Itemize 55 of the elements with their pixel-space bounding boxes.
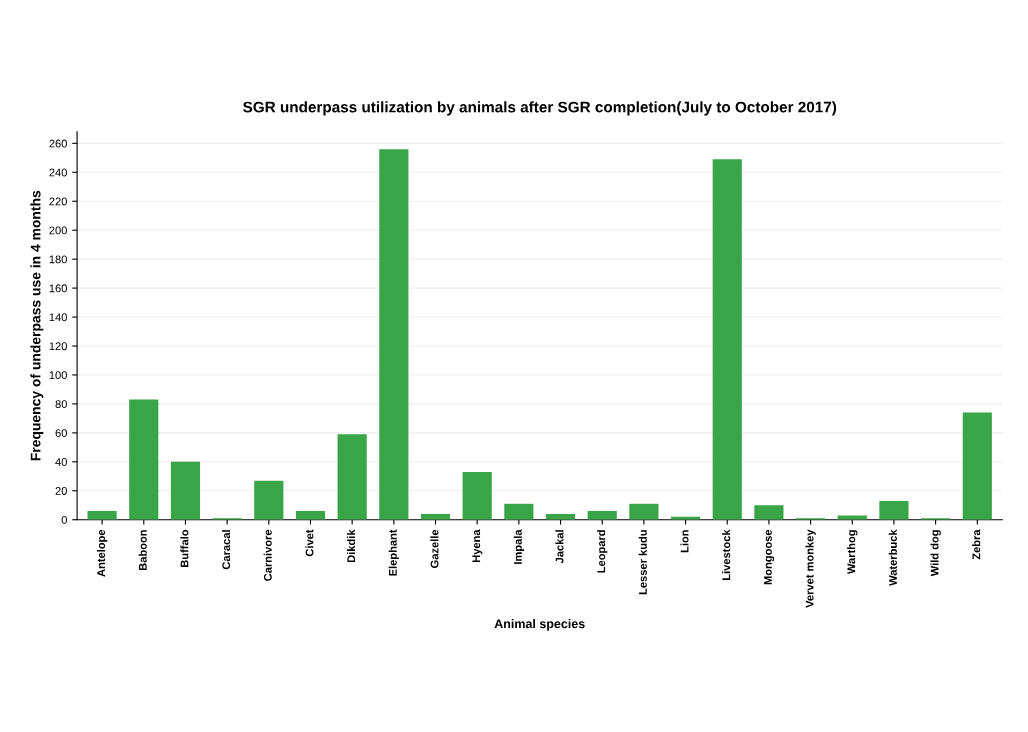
bar	[337, 434, 367, 520]
x-tick-label: Lesser kudu	[638, 530, 647, 595]
x-tick-label: Vervet monkey	[805, 529, 816, 608]
x-tick-label: Buffalo	[180, 529, 189, 567]
x-tick-label: Mongoose	[764, 529, 775, 585]
x-tick-label: Jackal	[555, 530, 564, 564]
x-tick-label: Antelope	[96, 529, 108, 577]
bar	[712, 159, 742, 520]
y-axis-title: Frequency of underpass use in 4 months	[30, 190, 44, 461]
y-tick-label: 40	[55, 458, 67, 466]
bar	[87, 511, 117, 520]
x-tick-label: Dikdik	[346, 529, 356, 563]
bar	[129, 399, 159, 520]
x-tick-label: Impala	[513, 529, 525, 564]
y-tick-label: 120	[49, 342, 67, 351]
bar	[462, 471, 492, 520]
x-tick-label: Waterbuck	[888, 529, 897, 586]
x-tick-label: Civet	[305, 529, 314, 557]
bar	[504, 503, 534, 520]
x-tick-label: Warthog	[847, 530, 858, 575]
bar	[295, 511, 326, 520]
y-tick-label: 240	[49, 168, 67, 177]
x-tick-label: Livestock	[722, 529, 731, 580]
x-tick-label: Zebra	[972, 529, 981, 560]
x-tick-label: Caracal	[221, 530, 231, 570]
y-tick-label: 180	[49, 255, 67, 264]
y-tick-label: 100	[49, 371, 67, 380]
bar	[879, 500, 909, 520]
chart-title: SGR underpass utilization by animals after SGR completion(July to October 2017)	[243, 101, 837, 116]
bar	[754, 505, 784, 520]
x-tick-label: Leopard	[597, 530, 608, 573]
x-tick-label: Elephant	[388, 529, 400, 576]
bar	[962, 412, 992, 520]
y-tick-label: 60	[55, 429, 67, 437]
x-tick-label: Carnivore	[263, 529, 272, 581]
y-tick-label: 80	[55, 400, 67, 409]
y-tick-label: 0	[61, 515, 67, 524]
x-tick-label: Gazelle	[430, 529, 439, 568]
bar	[254, 480, 284, 520]
x-tick-label: Lion	[680, 530, 689, 553]
bar	[170, 461, 201, 520]
bar	[837, 515, 867, 520]
bar	[629, 503, 659, 520]
y-tick-label: 140	[49, 313, 67, 322]
y-tick-label: 260	[49, 139, 67, 148]
y-tick-label: 20	[55, 487, 67, 495]
x-tick-label: Wild dog	[930, 530, 941, 577]
y-tick-label: 220	[49, 197, 67, 206]
x-tick-label: Hyena	[472, 529, 483, 563]
x-axis-title: Animal species	[494, 618, 585, 631]
y-tick-label: 200	[49, 226, 67, 235]
bar	[379, 149, 409, 520]
y-tick-label: 160	[49, 284, 67, 293]
x-tick-label: Baboon	[138, 530, 147, 571]
bar	[587, 511, 617, 520]
